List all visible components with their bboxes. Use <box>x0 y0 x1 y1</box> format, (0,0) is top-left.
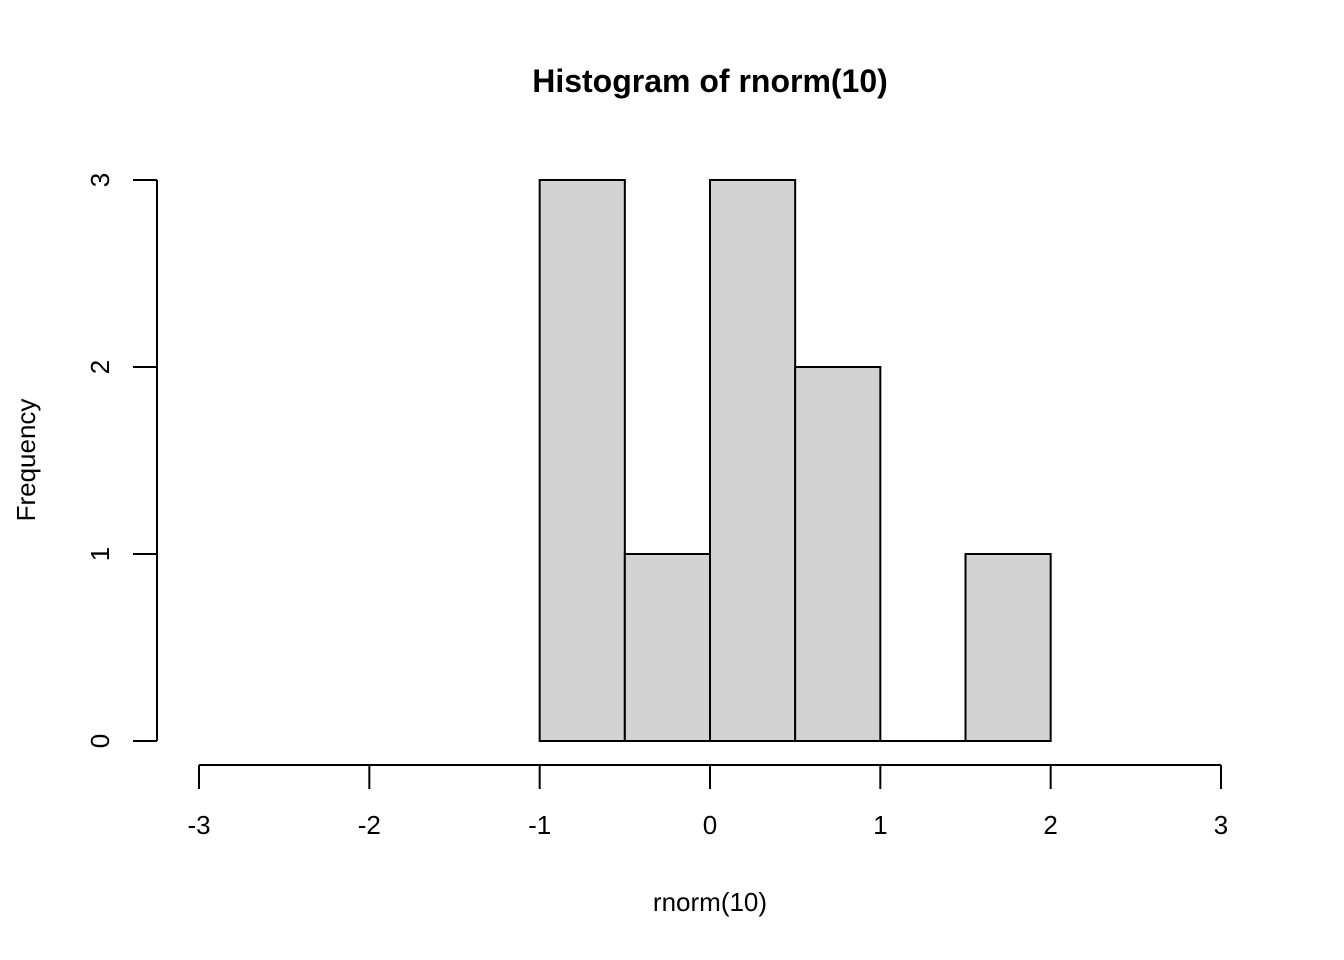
x-tick-label-6: 3 <box>1214 810 1228 840</box>
bars-group <box>538 179 1052 742</box>
y-tick-label-3: 3 <box>85 173 115 187</box>
x-tick-label-3: 0 <box>703 810 717 840</box>
chart-title: Histogram of rnorm(10) <box>532 63 888 99</box>
histogram-bar-2 <box>709 179 797 742</box>
x-tick-label-2: -1 <box>528 810 551 840</box>
x-axis-ticks: -3 -2 -1 0 1 2 3 <box>187 765 1228 840</box>
x-tick-label-5: 2 <box>1043 810 1057 840</box>
x-tick-label-0: -3 <box>187 810 210 840</box>
y-tick-label-1: 1 <box>85 547 115 561</box>
histogram-bar-1 <box>623 553 711 742</box>
histogram-bar-3 <box>794 366 882 742</box>
y-axis-ticks: 0 1 2 3 <box>85 173 157 748</box>
histogram-bar-5 <box>964 553 1052 742</box>
y-tick-label-0: 0 <box>85 734 115 748</box>
y-tick-label-2: 2 <box>85 360 115 374</box>
y-axis-label: Frequency <box>11 399 41 522</box>
x-tick-label-4: 1 <box>873 810 887 840</box>
histogram-bar-0 <box>538 179 626 742</box>
x-tick-label-1: -2 <box>358 810 381 840</box>
x-axis-label: rnorm(10) <box>653 887 767 917</box>
